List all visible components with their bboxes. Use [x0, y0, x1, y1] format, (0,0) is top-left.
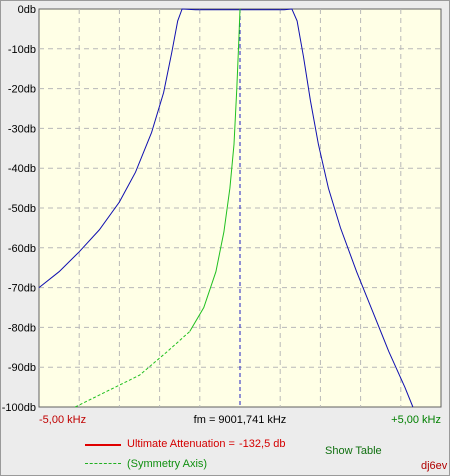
y-tick-label: -60db — [8, 243, 36, 255]
series-1-dashed-line — [74, 331, 191, 408]
y-tick-label: -40db — [8, 163, 36, 175]
y-tick-label: -30db — [8, 123, 36, 135]
y-tick-label: -100db — [2, 402, 36, 414]
legend-swatch-ultimate-attenuation — [85, 444, 121, 446]
x-tick-label-right: +5,00 kHz — [391, 414, 441, 426]
y-tick-label: 0db — [18, 4, 36, 16]
series-0-line — [38, 8, 414, 408]
legend-symmetry-axis-label: (Symmetry Axis) — [127, 458, 208, 470]
y-tick-label: -80db — [8, 322, 36, 334]
y-tick-label: -90db — [8, 362, 36, 374]
attenuation-chart: 0db -10db -20db -30db -40db -50db -60db -70db -8… — [2, 4, 442, 426]
legend-ultimate-attenuation-label: Ultimate Attenuation = — [127, 438, 235, 450]
x-tick-label-left: -5,00 kHz — [39, 414, 86, 426]
x-tick-label-center: fm = 9001,741 kHz — [194, 414, 287, 426]
author-credit: dj6ev — [421, 460, 448, 472]
show-table-button[interactable]: Show Table — [325, 445, 382, 457]
legend-swatch-symmetry-axis — [85, 463, 121, 464]
legend-ultimate-attenuation-value: -132,5 db — [239, 438, 286, 450]
y-tick-label: -70db — [8, 283, 36, 295]
series-1-line — [189, 8, 241, 332]
y-tick-label: -50db — [8, 203, 36, 215]
y-tick-label: -10db — [8, 44, 36, 56]
y-tick-label: -20db — [8, 84, 36, 96]
